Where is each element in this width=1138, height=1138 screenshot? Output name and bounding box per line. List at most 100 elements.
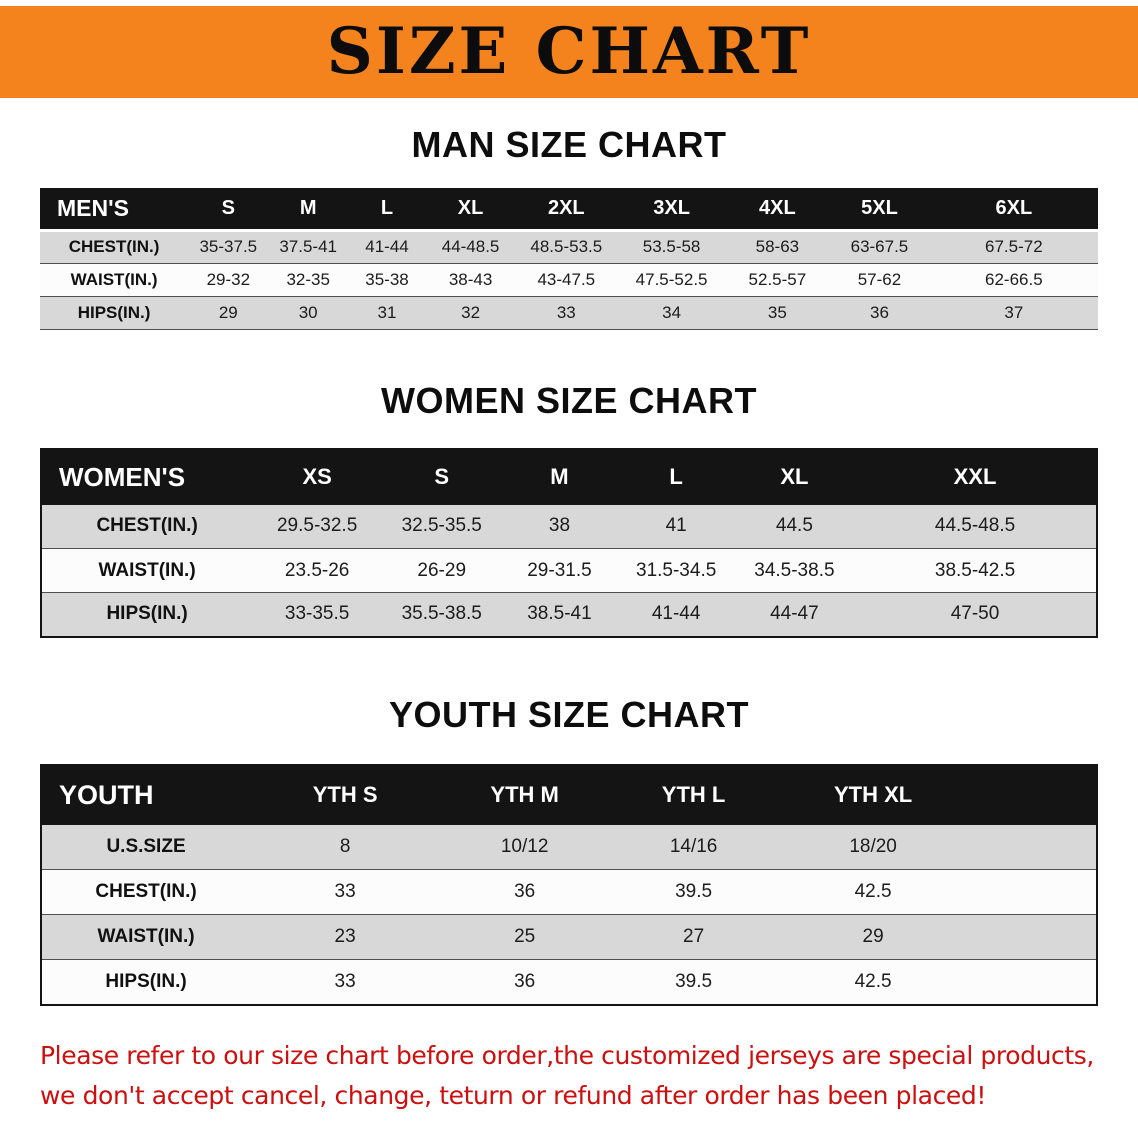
spacer-cell bbox=[968, 914, 1097, 960]
women-hips-row: HIPS(IN.) 33-35.5 35.5-38.5 38.5-41 41-4… bbox=[41, 592, 1097, 637]
size-cell: 32.5-35.5 bbox=[382, 504, 502, 549]
men-header-row: MEN'S S M L XL 2XL 3XL 4XL 5XL 6XL bbox=[40, 188, 1098, 232]
row-label: HIPS(IN.) bbox=[40, 296, 189, 330]
size-cell: 52.5-57 bbox=[725, 263, 830, 297]
size-cell: 44-48.5 bbox=[426, 230, 515, 264]
men-hips-row: HIPS(IN.) 29 30 31 32 33 34 35 36 37 bbox=[40, 296, 1098, 330]
youth-chest-row: CHEST(IN.) 33 36 39.5 42.5 bbox=[41, 869, 1097, 915]
size-cell: 29 bbox=[188, 296, 269, 330]
size-cell: 33-35.5 bbox=[252, 592, 383, 637]
row-label: U.S.SIZE bbox=[41, 824, 251, 870]
youth-hips-row: HIPS(IN.) 33 36 39.5 42.5 bbox=[41, 959, 1097, 1005]
size-cell: 53.5-58 bbox=[617, 230, 726, 264]
row-label: CHEST(IN.) bbox=[41, 504, 253, 549]
size-cell: 36 bbox=[440, 959, 610, 1005]
size-cell: 39.5 bbox=[609, 869, 779, 915]
size-cell: 35-38 bbox=[347, 263, 427, 297]
row-label: WAIST(IN.) bbox=[41, 548, 253, 593]
size-cell: 62-66.5 bbox=[929, 263, 1098, 297]
size-cell: 44-47 bbox=[734, 592, 855, 637]
size-cell: 10/12 bbox=[440, 824, 610, 870]
women-chest-row: CHEST(IN.) 29.5-32.5 32.5-35.5 38 41 44.… bbox=[41, 504, 1097, 549]
men-col-header: S bbox=[188, 188, 269, 232]
youth-col-header: YTH S bbox=[250, 764, 441, 825]
men-col-header: L bbox=[347, 188, 427, 232]
men-chart-heading: MAN SIZE CHART bbox=[411, 124, 727, 165]
women-col-header: XS bbox=[252, 448, 383, 505]
size-cell: 27 bbox=[609, 914, 779, 960]
size-cell: 35-37.5 bbox=[188, 230, 269, 264]
women-header-row: WOMEN'S XS S M L XL XXL bbox=[41, 448, 1097, 505]
size-cell: 57-62 bbox=[829, 263, 930, 297]
size-cell: 67.5-72 bbox=[929, 230, 1098, 264]
size-cell: 32-35 bbox=[268, 263, 348, 297]
men-col-header: 4XL bbox=[725, 188, 830, 232]
size-cell: 37 bbox=[929, 296, 1098, 330]
women-col-header: XL bbox=[734, 448, 855, 505]
size-cell: 47-50 bbox=[854, 592, 1097, 637]
youth-header-row: YOUTH YTH S YTH M YTH L YTH XL bbox=[41, 764, 1097, 825]
men-col-header: M bbox=[268, 188, 348, 232]
women-size-table: WOMEN'S XS S M L XL XXL CHEST(IN.) 29.5-… bbox=[40, 447, 1098, 638]
men-section: MAN SIZE CHART MEN'S S M L XL 2XL 3XL 4X… bbox=[0, 124, 1138, 330]
row-label: CHEST(IN.) bbox=[41, 869, 251, 915]
size-cell: 38-43 bbox=[426, 263, 515, 297]
men-table-title: MEN'S bbox=[40, 188, 189, 232]
youth-col-header: YTH XL bbox=[778, 764, 969, 825]
size-chart-page: SIZE CHART MAN SIZE CHART MEN'S S M L XL… bbox=[0, 6, 1138, 1116]
women-col-header: M bbox=[501, 448, 618, 505]
youth-ussize-row: U.S.SIZE 8 10/12 14/16 18/20 bbox=[41, 824, 1097, 870]
men-size-table: MEN'S S M L XL 2XL 3XL 4XL 5XL 6XL CHEST… bbox=[40, 188, 1098, 330]
size-cell: 41-44 bbox=[617, 592, 735, 637]
size-cell: 39.5 bbox=[609, 959, 779, 1005]
women-col-header: L bbox=[617, 448, 735, 505]
footer-note-line2: we don't accept cancel, change, teturn o… bbox=[40, 1080, 986, 1110]
size-cell: 41-44 bbox=[347, 230, 427, 264]
page-title: SIZE CHART bbox=[326, 14, 812, 89]
size-cell: 38.5-42.5 bbox=[854, 548, 1097, 593]
size-cell: 35 bbox=[725, 296, 830, 330]
spacer-cell bbox=[968, 764, 1097, 825]
youth-table-title: YOUTH bbox=[41, 764, 251, 825]
size-cell: 37.5-41 bbox=[268, 230, 348, 264]
footer-note-line1: Please refer to our size chart before or… bbox=[40, 1040, 1094, 1070]
row-label: WAIST(IN.) bbox=[41, 914, 251, 960]
size-cell: 33 bbox=[250, 959, 441, 1005]
size-cell: 32 bbox=[426, 296, 515, 330]
size-cell: 35.5-38.5 bbox=[382, 592, 502, 637]
women-col-header: XXL bbox=[854, 448, 1097, 505]
size-cell: 44.5-48.5 bbox=[854, 504, 1097, 549]
size-cell: 18/20 bbox=[778, 824, 969, 870]
size-cell: 8 bbox=[250, 824, 441, 870]
size-cell: 44.5 bbox=[734, 504, 855, 549]
size-cell: 31 bbox=[347, 296, 427, 330]
women-chart-heading: WOMEN SIZE CHART bbox=[381, 379, 757, 421]
size-cell: 29 bbox=[778, 914, 969, 960]
women-col-header: S bbox=[382, 448, 502, 505]
row-label: HIPS(IN.) bbox=[41, 592, 253, 637]
size-cell: 25 bbox=[440, 914, 610, 960]
men-col-header: 5XL bbox=[829, 188, 930, 232]
spacer-cell bbox=[968, 869, 1097, 915]
men-col-header: XL bbox=[426, 188, 515, 232]
youth-size-table: YOUTH YTH S YTH M YTH L YTH XL U.S.SIZE … bbox=[40, 763, 1098, 1006]
men-col-header: 6XL bbox=[929, 188, 1098, 232]
row-label: WAIST(IN.) bbox=[40, 263, 189, 297]
spacer-cell bbox=[968, 959, 1097, 1005]
size-cell: 42.5 bbox=[778, 959, 969, 1005]
size-cell: 30 bbox=[268, 296, 348, 330]
size-cell: 36 bbox=[440, 869, 610, 915]
size-cell: 29-32 bbox=[188, 263, 269, 297]
youth-col-header: YTH L bbox=[609, 764, 779, 825]
size-cell: 36 bbox=[829, 296, 930, 330]
size-cell: 42.5 bbox=[778, 869, 969, 915]
size-cell: 26-29 bbox=[382, 548, 502, 593]
youth-section: YOUTH SIZE CHART YOUTH YTH S YTH M YTH L… bbox=[0, 694, 1138, 1006]
size-cell: 48.5-53.5 bbox=[515, 230, 618, 264]
size-cell: 29-31.5 bbox=[501, 548, 618, 593]
size-cell: 43-47.5 bbox=[515, 263, 618, 297]
size-cell: 29.5-32.5 bbox=[252, 504, 383, 549]
size-cell: 63-67.5 bbox=[829, 230, 930, 264]
men-col-header: 3XL bbox=[617, 188, 726, 232]
size-cell: 33 bbox=[250, 869, 441, 915]
